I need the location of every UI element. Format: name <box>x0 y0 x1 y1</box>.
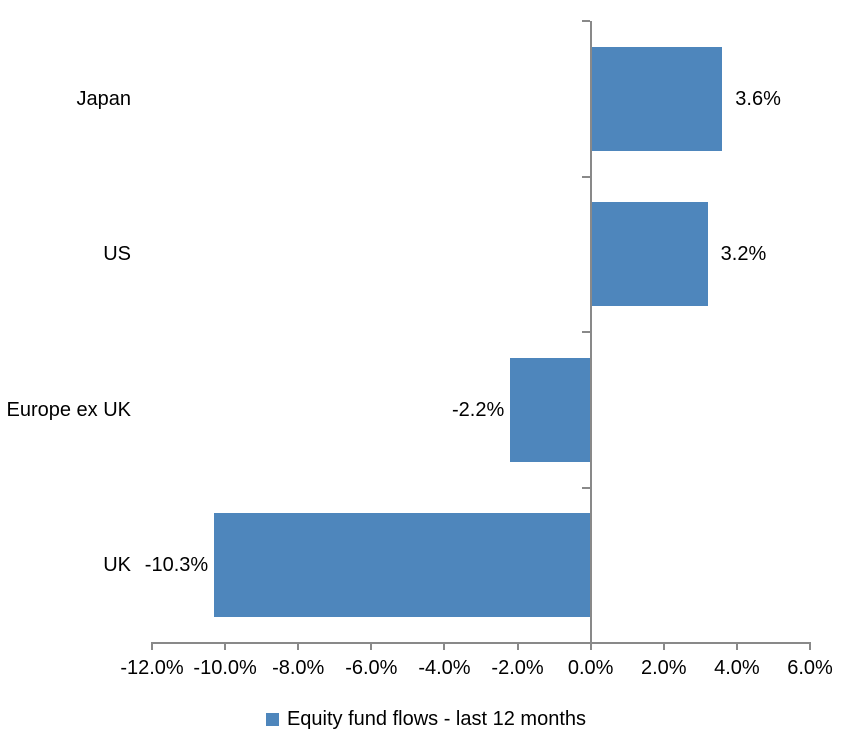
value-label: 3.6% <box>735 87 781 110</box>
value-label: -2.2% <box>452 398 505 421</box>
x-tick-label: 6.0% <box>787 657 833 679</box>
x-axis-line <box>151 642 811 644</box>
x-tick-mark <box>297 642 300 650</box>
y-tick-mark <box>581 20 590 22</box>
x-tick-label: -2.0% <box>491 657 544 679</box>
x-tick-mark <box>809 642 811 650</box>
bar <box>510 357 591 462</box>
x-tick-label: -4.0% <box>418 657 471 679</box>
category-label: Japan <box>76 87 132 110</box>
x-tick-mark <box>589 642 592 650</box>
y-axis-line <box>589 21 592 650</box>
x-tick-mark <box>224 642 227 650</box>
x-tick-label: -10.0% <box>193 657 257 679</box>
bar <box>590 202 708 307</box>
x-tick-mark <box>735 642 738 650</box>
value-label: 3.2% <box>720 243 767 266</box>
legend-swatch-icon <box>265 712 279 726</box>
x-tick-mark <box>443 642 446 650</box>
x-tick-label: -8.0% <box>272 657 325 679</box>
x-tick-mark <box>151 642 153 650</box>
legend-label: Equity fund flows - last 12 months <box>286 708 587 730</box>
value-label: -10.3% <box>144 554 209 577</box>
bar <box>214 513 591 618</box>
category-label: US <box>103 243 131 266</box>
x-tick-label: -12.0% <box>120 657 184 679</box>
x-tick-label: 0.0% <box>567 657 614 679</box>
x-tick-mark <box>370 642 373 650</box>
y-tick-mark <box>581 486 590 489</box>
y-tick-mark <box>581 331 590 333</box>
x-tick-mark <box>662 642 665 650</box>
x-tick-label: 2.0% <box>640 657 687 679</box>
bar <box>590 46 723 151</box>
x-tick-label: -6.0% <box>345 657 398 679</box>
category-label: Europe ex UK <box>6 398 131 421</box>
y-tick-mark <box>581 175 590 178</box>
category-label: UK <box>103 554 131 577</box>
x-tick-label: 4.0% <box>714 657 760 679</box>
legend: Equity fund flows - last 12 months <box>0 706 852 732</box>
x-tick-mark <box>516 642 519 650</box>
